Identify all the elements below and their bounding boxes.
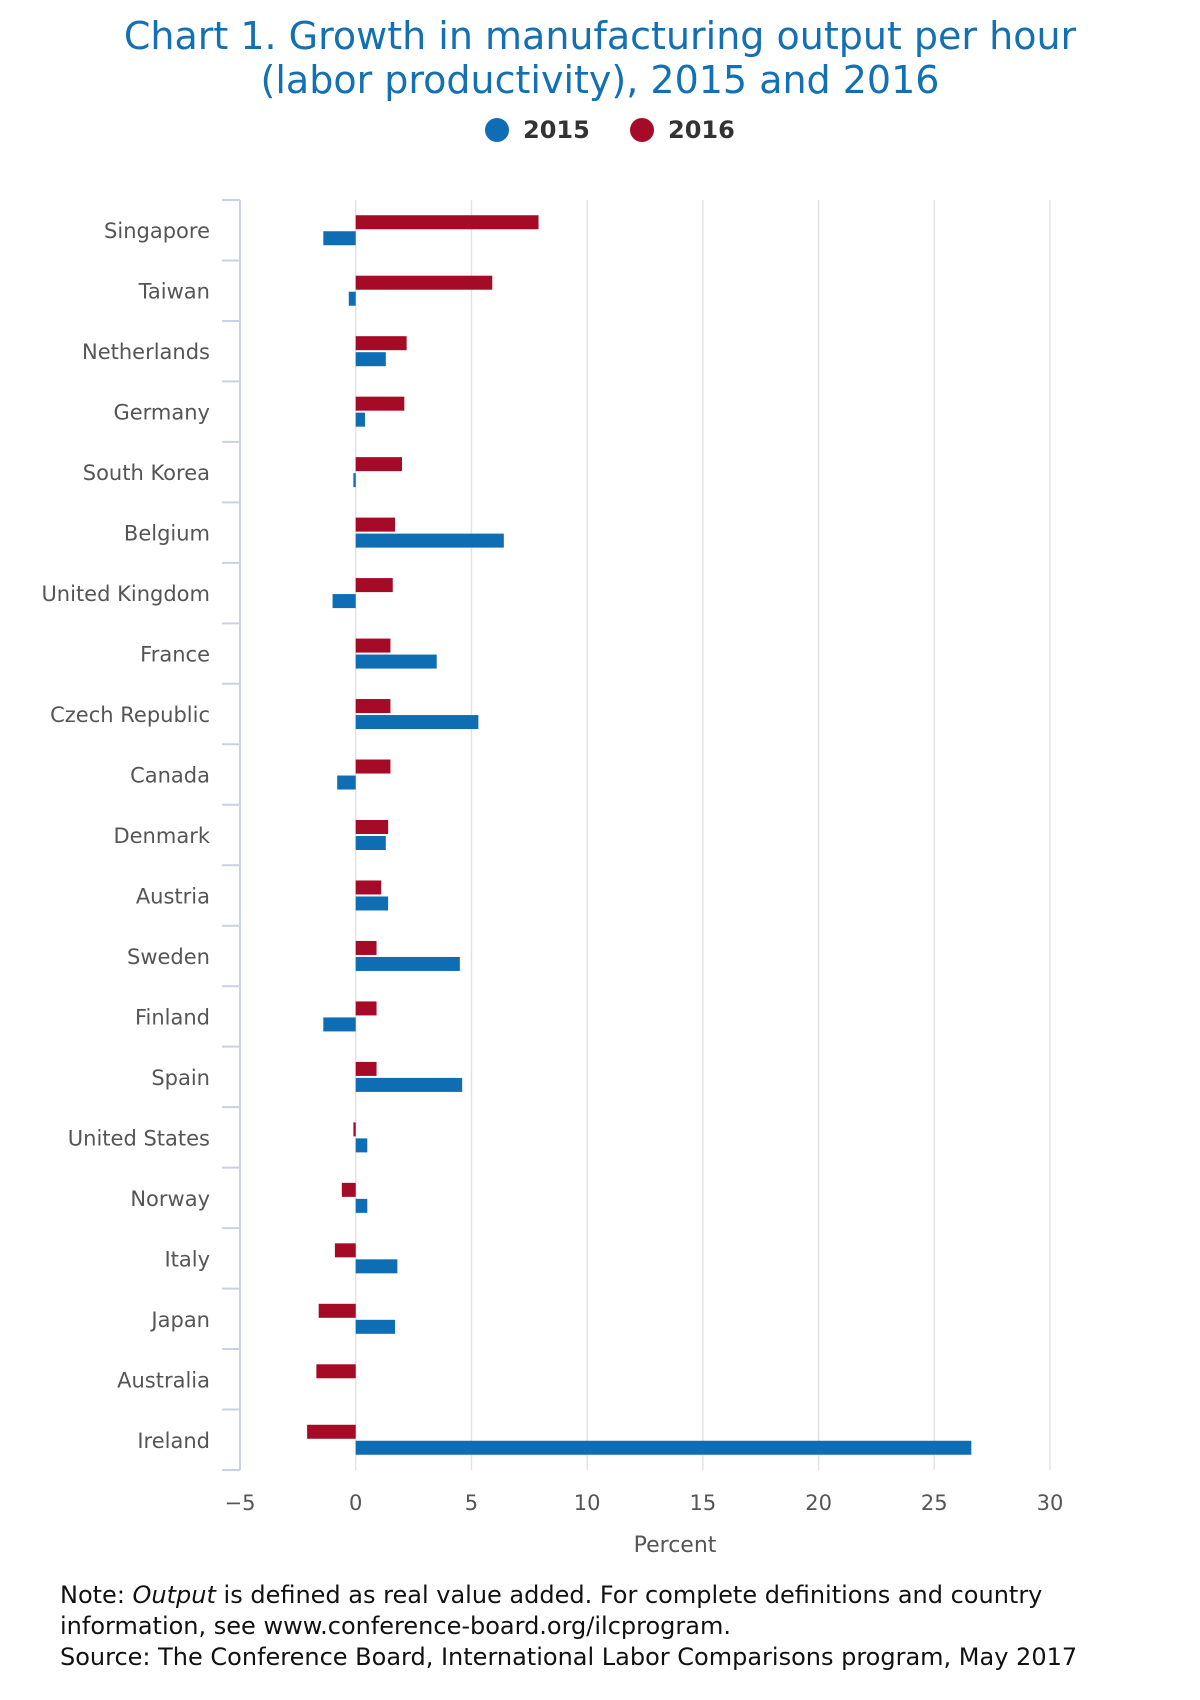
bar-2015 (355, 896, 389, 911)
y-category-label: France (140, 643, 210, 667)
bar-2015 (355, 533, 504, 548)
bar-2016 (355, 880, 382, 895)
bar-2016 (355, 940, 377, 955)
x-tick-label: 5 (465, 1491, 478, 1515)
note-definition: Note: Output is defined as real value ad… (60, 1580, 1160, 1642)
bar-2015 (348, 291, 356, 306)
bar-2016 (355, 517, 396, 532)
legend: 2015 2016 (0, 110, 1200, 150)
bar-2015 (355, 836, 386, 850)
bar-2015 (355, 352, 386, 367)
x-tick-label: 10 (574, 1491, 601, 1515)
bar-2016 (355, 215, 539, 230)
bar-2015 (353, 473, 356, 488)
y-category-label: Sweden (127, 945, 210, 969)
bar-2015 (355, 1077, 463, 1092)
y-category-label: Japan (149, 1308, 210, 1332)
y-category-label: Taiwan (138, 280, 210, 304)
bar-2015 (355, 1259, 398, 1274)
bar-2016 (318, 1303, 356, 1318)
y-category-label: Australia (117, 1368, 210, 1392)
y-category-label: Austria (136, 884, 210, 908)
bar-2015 (332, 594, 356, 609)
bar-2016 (316, 1364, 356, 1379)
legend-item-2016[interactable]: 2016 (630, 110, 735, 150)
bar-2016 (334, 1243, 356, 1258)
note-term: Output (132, 1581, 216, 1609)
bar-2016 (355, 638, 391, 653)
bar-2016 (307, 1424, 356, 1439)
x-tick-label: 20 (805, 1491, 832, 1515)
x-tick-label: −5 (225, 1491, 256, 1515)
bar-2016 (355, 336, 407, 351)
y-category-label: Italy (164, 1247, 210, 1271)
note-text: is defined as real value added. For comp… (60, 1581, 1043, 1640)
bar-2015 (355, 715, 479, 730)
bar-2015 (355, 412, 365, 427)
y-category-label: Spain (151, 1066, 210, 1090)
bar-2016 (355, 578, 393, 593)
y-category-label: Germany (113, 401, 210, 425)
bar-2016 (355, 1001, 377, 1016)
chart-note: Note: Output is defined as real value ad… (60, 1580, 1160, 1673)
note-source: Source: The Conference Board, Internatio… (60, 1643, 1078, 1671)
bar-2016 (355, 275, 493, 290)
y-category-label: Norway (130, 1187, 210, 1211)
y-category-label: Canada (130, 764, 210, 788)
bar-2015 (355, 1319, 396, 1334)
bar-2015 (323, 1017, 356, 1032)
bar-2016 (355, 396, 405, 411)
bar-2016 (341, 1182, 356, 1197)
bar-2015 (355, 956, 460, 971)
bar-2016 (355, 820, 389, 834)
bar-2015 (355, 1198, 368, 1213)
y-category-label: United States (68, 1126, 210, 1150)
legend-label: 2016 (668, 116, 735, 144)
y-category-label: United Kingdom (41, 582, 210, 606)
y-category-label: Singapore (104, 219, 210, 243)
bar-2015 (355, 1440, 972, 1455)
bar-2015 (355, 1138, 368, 1153)
bar-2016 (355, 759, 391, 774)
bar-2016 (355, 457, 402, 472)
chart-title: Chart 1. Growth in manufacturing output … (123, 14, 1077, 102)
y-category-label: Denmark (113, 824, 210, 848)
y-category-label: Belgium (124, 522, 210, 546)
legend-marker (485, 118, 509, 142)
bar-2016 (355, 699, 391, 714)
legend-marker (630, 118, 654, 142)
bar-2015 (355, 654, 437, 669)
bar-2015 (323, 231, 356, 246)
note-prefix: Note: (60, 1581, 133, 1609)
bar-2015 (337, 775, 356, 790)
bar-2016 (355, 1061, 377, 1076)
x-axis-title: Percent (634, 1533, 717, 1558)
x-tick-label: 30 (1037, 1491, 1064, 1515)
y-category-label: South Korea (83, 461, 210, 485)
x-tick-label: 25 (921, 1491, 948, 1515)
y-category-label: Czech Republic (50, 703, 210, 727)
x-tick-label: 15 (689, 1491, 716, 1515)
y-category-label: Ireland (137, 1429, 210, 1453)
legend-item-2015[interactable]: 2015 (485, 110, 590, 150)
y-category-label: Finland (135, 1005, 210, 1029)
x-tick-label: 0 (349, 1491, 362, 1515)
legend-label: 2015 (523, 116, 590, 144)
bar-2016 (353, 1122, 356, 1137)
y-category-label: Netherlands (82, 340, 210, 364)
